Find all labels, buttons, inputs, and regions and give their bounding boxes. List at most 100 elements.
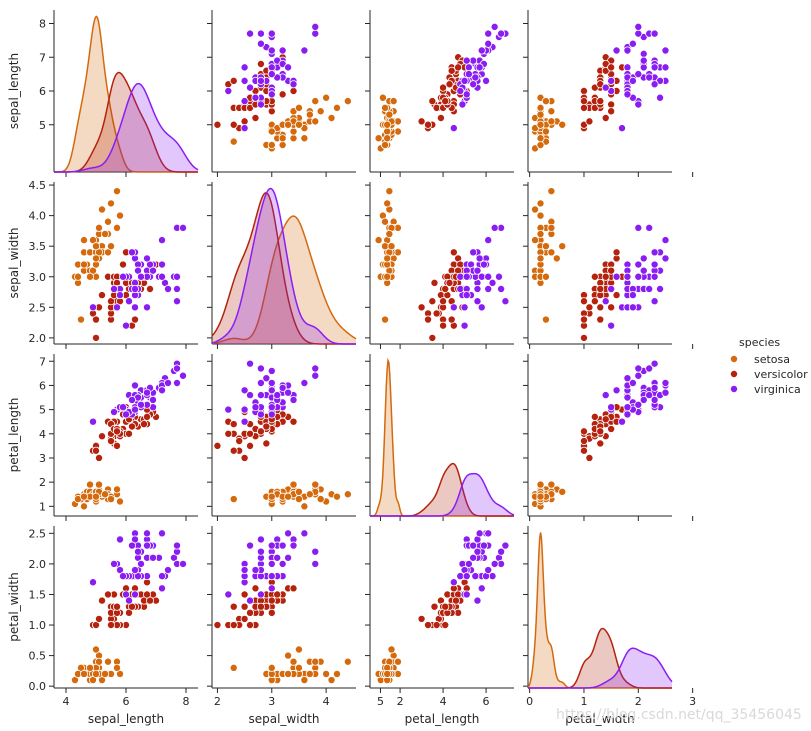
scatter-point-virginica xyxy=(484,284,493,293)
legend-label-virginica: virginica xyxy=(754,383,801,396)
y-tick-label: 2 xyxy=(39,476,46,489)
scatter-point-setosa xyxy=(385,110,394,119)
scatter-point-setosa xyxy=(289,134,298,143)
scatter-point-virginica xyxy=(256,410,265,419)
scatter-point-setosa xyxy=(327,114,336,123)
scatter-point-setosa xyxy=(541,272,550,281)
scatter-point-versicolor xyxy=(125,429,134,438)
scatter-point-virginica xyxy=(240,405,249,414)
x-tick-label: 2 xyxy=(635,695,642,708)
scatter-point-virginica xyxy=(125,596,134,605)
panel-sepal_width-vs-petal_width xyxy=(523,182,694,349)
scatter-point-versicolor xyxy=(289,87,298,96)
scatter-point-virginica xyxy=(172,272,181,281)
scatter-point-versicolor xyxy=(441,97,450,106)
scatter-point-setosa xyxy=(383,127,392,136)
scatter-point-virginica xyxy=(473,547,482,556)
scatter-point-virginica xyxy=(157,272,166,281)
scatter-point-virginica xyxy=(661,254,670,263)
scatter-point-virginica xyxy=(645,391,654,400)
scatter-point-setosa xyxy=(113,663,122,672)
scatter-point-setosa xyxy=(536,134,545,143)
scatter-point-virginica xyxy=(267,379,276,388)
scatter-point-versicolor xyxy=(579,87,588,96)
scatter-point-setosa xyxy=(104,217,113,226)
scatter-point-versicolor xyxy=(579,333,588,342)
scatter-point-virginica xyxy=(246,391,255,400)
scatter-point-setosa xyxy=(547,117,556,126)
scatter-point-virginica xyxy=(240,76,249,85)
scatter-point-setosa xyxy=(113,187,122,196)
scatter-point-setosa xyxy=(343,657,352,666)
panel-sepal_width-vs-sepal_width xyxy=(207,182,381,349)
scatter-point-virginica xyxy=(240,417,249,426)
y-tick-label: 0.5 xyxy=(29,650,47,663)
scatter-point-versicolor xyxy=(430,602,439,611)
scatter-point-virginica xyxy=(127,248,136,257)
scatter-point-setosa xyxy=(86,272,95,281)
scatter-point-virginica xyxy=(172,364,181,373)
panel-petal_width-vs-petal_width: 0 1 2 3 xyxy=(523,526,696,708)
scatter-point-versicolor xyxy=(267,107,276,116)
scatter-point-setosa xyxy=(77,315,86,324)
scatter-point-setosa xyxy=(311,97,320,106)
scatter-point-versicolor xyxy=(213,621,222,630)
x-tick-label: 4 xyxy=(440,695,447,708)
scatter-point-versicolor xyxy=(246,608,255,617)
scatter-point-virginica xyxy=(136,400,145,409)
scatter-point-versicolor xyxy=(95,614,104,623)
watermark-text: https://blog.csdn.net/qq_35456045 xyxy=(556,707,802,723)
scatter-point-versicolor xyxy=(289,584,298,593)
scatter-point-versicolor xyxy=(424,120,433,129)
y-tick-label: 4.0 xyxy=(29,210,47,223)
scatter-point-versicolor xyxy=(127,422,136,431)
scatter-point-virginica xyxy=(464,63,473,72)
kde-fill-versicolor xyxy=(370,463,514,516)
scatter-point-virginica xyxy=(623,403,632,412)
x-axis-label: sepal_width xyxy=(248,712,319,726)
scatter-point-versicolor xyxy=(267,608,276,617)
legend-title: species xyxy=(739,336,780,349)
scatter-point-virginica xyxy=(251,566,260,575)
scatter-point-virginica xyxy=(623,90,632,99)
panel-sepal_length-vs-petal_width xyxy=(523,10,694,177)
scatter-point-setosa xyxy=(552,254,561,263)
scatter-point-virginica xyxy=(464,559,473,568)
scatter-point-setosa xyxy=(558,120,567,129)
scatter-point-versicolor xyxy=(142,412,151,421)
scatter-point-setosa xyxy=(389,97,398,106)
scatter-point-versicolor xyxy=(240,117,249,126)
scatter-point-virginica xyxy=(623,272,632,281)
scatter-point-versicolor xyxy=(445,278,454,287)
scatter-point-versicolor xyxy=(596,303,605,312)
scatter-point-versicolor xyxy=(95,453,104,462)
scatter-point-setosa xyxy=(536,492,545,501)
scatter-point-versicolor xyxy=(213,441,222,450)
scatter-point-virginica xyxy=(475,254,484,263)
scatter-point-virginica xyxy=(650,80,659,89)
scatter-point-setosa xyxy=(86,480,95,489)
scatter-point-virginica xyxy=(650,260,659,269)
scatter-point-virginica xyxy=(482,76,491,85)
scatter-point-virginica xyxy=(267,572,276,581)
scatter-point-virginica xyxy=(311,371,320,380)
scatter-point-versicolor xyxy=(229,446,238,455)
scatter-point-virginica xyxy=(267,46,276,55)
scatter-point-virginica xyxy=(224,590,233,599)
scatter-point-versicolor xyxy=(447,315,456,324)
scatter-point-versicolor xyxy=(579,437,588,446)
scatter-point-versicolor xyxy=(229,602,238,611)
scatter-point-virginica xyxy=(650,63,659,72)
y-tick-label: 5 xyxy=(39,119,46,132)
y-tick-label: 7 xyxy=(39,355,46,368)
scatter-point-versicolor xyxy=(104,590,113,599)
scatter-point-setosa xyxy=(101,490,110,499)
scatter-point-setosa xyxy=(332,103,341,112)
scatter-point-virginica xyxy=(661,63,670,72)
scatter-point-virginica xyxy=(110,284,119,293)
scatter-point-versicolor xyxy=(142,590,151,599)
scatter-point-virginica xyxy=(650,395,659,404)
scatter-point-versicolor xyxy=(229,420,238,429)
scatter-point-setosa xyxy=(278,140,287,149)
scatter-point-virginica xyxy=(246,596,255,605)
